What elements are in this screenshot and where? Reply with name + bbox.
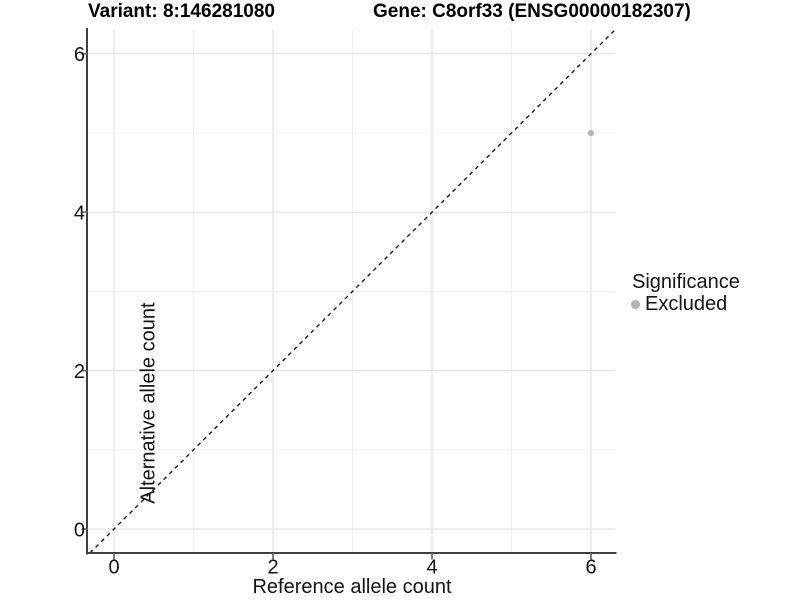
legend-entry-label: Excluded	[645, 293, 728, 315]
y-tick-label: 4	[74, 203, 85, 225]
plot-title-gene: Gene: C8orf33 (ENSG00000182307)	[373, 1, 691, 22]
legend-title: Significance	[632, 271, 740, 293]
legend-entry-excluded: Excluded	[631, 293, 740, 315]
y-tick-label: 0	[74, 519, 85, 541]
excluded-point-icon	[631, 300, 640, 309]
legend: Significance Excluded	[631, 272, 740, 315]
x-tick-label: 4	[426, 557, 437, 579]
y-tick-label: 6	[74, 44, 85, 66]
x-axis-title: Reference allele count	[252, 576, 452, 598]
x-tick-label: 6	[585, 557, 596, 579]
x-tick-label: 2	[267, 557, 278, 579]
y-axis-title: Alternative allele count	[137, 302, 160, 504]
y-tick-label: 2	[74, 361, 85, 383]
x-tick-label: 0	[108, 557, 119, 579]
data-point	[588, 130, 594, 136]
plot-title-variant: Variant: 8:146281080	[88, 1, 275, 22]
identity-line	[89, 28, 616, 554]
